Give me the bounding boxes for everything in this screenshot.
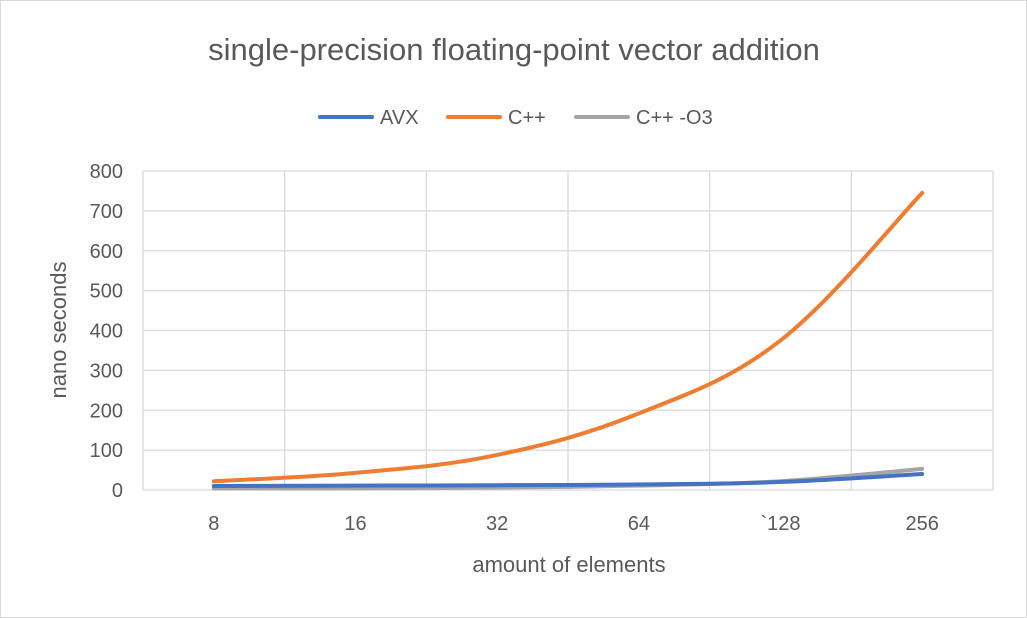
y-tick-label: 600 [90, 241, 123, 263]
x-tick-label: 64 [628, 513, 650, 535]
legend-label-cpp-o3: C++ -O3 [636, 107, 713, 129]
y-tick-label: 500 [90, 281, 123, 303]
series-lines [211, 190, 925, 491]
x-axis-title: amount of elements [472, 552, 665, 577]
y-tick-label: 700 [90, 201, 123, 223]
chart-legend: AVX C++ C++ -O3 [318, 107, 713, 129]
series-line-avx [211, 472, 925, 489]
x-axis-ticks: 8 16 32 64 `128 256 [208, 513, 939, 535]
x-tick-label: 256 [905, 513, 938, 535]
y-axis-title: nano seconds [46, 262, 71, 399]
y-tick-label: 800 [90, 161, 123, 183]
series-line-cpp [211, 190, 925, 484]
y-tick-label: 300 [90, 360, 123, 382]
legend-label-avx: AVX [380, 107, 419, 129]
x-tick-label: 32 [486, 513, 508, 535]
chart-title: single-precision floating-point vector a… [208, 32, 820, 67]
y-tick-label: 0 [112, 480, 123, 502]
legend-label-cpp: C++ [508, 107, 546, 129]
y-tick-label: 200 [90, 400, 123, 422]
x-tick-label: 16 [344, 513, 366, 535]
y-tick-label: 100 [90, 440, 123, 462]
plot-grid [142, 170, 994, 491]
y-tick-label: 400 [90, 321, 123, 343]
y-axis-ticks: 0 100 200 300 400 500 600 700 800 [90, 161, 123, 502]
x-tick-label: 8 [208, 513, 219, 535]
x-tick-label: `128 [760, 513, 800, 535]
